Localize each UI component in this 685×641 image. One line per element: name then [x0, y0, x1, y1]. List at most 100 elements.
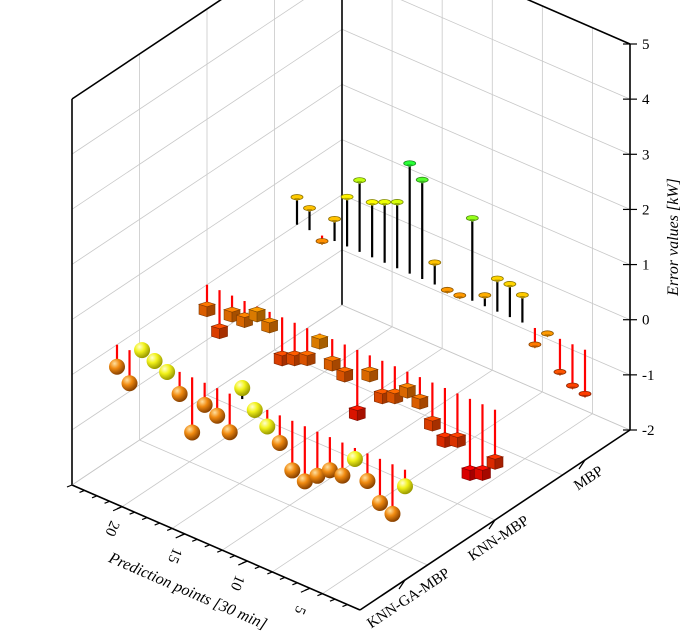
data-point-base: [494, 279, 501, 283]
z-tick-label: 5: [642, 37, 650, 53]
data-point: [171, 385, 188, 402]
data-point-base: [569, 386, 576, 390]
x-minor-tick: [242, 560, 248, 564]
x-axis-line: [71, 484, 361, 611]
data-point: [321, 462, 338, 479]
grid-line: [139, 439, 428, 566]
data-point-top: [310, 333, 329, 340]
x-minor-tick: [267, 571, 273, 575]
x-tick-label: 10: [227, 573, 248, 593]
data-point-base: [544, 334, 551, 338]
grid-line: [341, 84, 631, 210]
y-tick: [488, 519, 496, 530]
x-minor-tick: [91, 495, 98, 499]
z-tick-label: 0: [642, 313, 650, 329]
data-point-base: [344, 197, 351, 201]
data-point-top: [360, 366, 379, 373]
data-point: [196, 396, 213, 413]
y-category-label: MBP: [571, 463, 606, 494]
box-edge: [71, 304, 343, 486]
series-mbp: [290, 160, 592, 398]
data-point: [359, 472, 376, 489]
data-point-base: [331, 219, 338, 223]
data-point-base: [369, 203, 376, 207]
data-point-base: [381, 203, 388, 207]
data-point: [234, 380, 251, 397]
grid-line: [527, 0, 631, 45]
data-point-base: [506, 285, 513, 289]
data-point: [397, 478, 413, 495]
z-tick-label: 4: [642, 92, 650, 108]
x-minor-tick: [104, 500, 110, 504]
data-point-base: [531, 345, 538, 349]
data-point: [371, 494, 388, 511]
box-edge: [341, 304, 631, 431]
data-point: [134, 342, 151, 359]
x-minor-tick: [342, 604, 348, 608]
data-point-top: [260, 317, 279, 324]
data-point-base: [294, 198, 300, 202]
data-point: [109, 358, 125, 375]
x-minor-tick: [116, 506, 123, 510]
data-point-base: [406, 164, 413, 168]
axes-layer: [66, 0, 637, 611]
x-minor-tick: [217, 549, 223, 553]
data-point-base: [431, 263, 438, 267]
data-point-base: [469, 219, 476, 223]
data-point: [184, 424, 201, 441]
x-minor-tick: [79, 489, 85, 493]
data-point-base: [356, 181, 363, 185]
x-minor-tick: [141, 517, 148, 521]
series-knn-mbp: [197, 284, 505, 481]
marks-layer: [109, 160, 592, 522]
y-tick: [578, 459, 586, 470]
data-point-top: [298, 350, 317, 357]
x-minor-tick: [279, 576, 286, 580]
data-point-base: [419, 180, 426, 184]
data-point-top: [248, 306, 267, 313]
data-point-top: [448, 432, 467, 438]
data-point-base: [394, 203, 401, 207]
data-point-top: [197, 301, 217, 308]
x-minor-tick: [204, 544, 210, 548]
data-point: [146, 353, 163, 370]
z-tick-label: 2: [642, 202, 650, 218]
data-point-top: [410, 393, 429, 400]
data-point-base: [582, 394, 588, 398]
data-point-top: [398, 382, 417, 389]
x-minor-tick: [166, 527, 173, 532]
series-knn-ga-mbp: [109, 342, 413, 522]
grid-line: [341, 28, 631, 155]
grid-line: [400, 0, 631, 100]
z-axis-title: Error values [kW]: [665, 178, 682, 297]
data-point: [334, 467, 351, 484]
data-point-top: [323, 355, 342, 362]
x-minor-tick: [329, 598, 336, 602]
x-tick-label: 15: [164, 545, 185, 565]
data-point-top: [485, 454, 505, 460]
z-tick-label: 1: [642, 258, 650, 274]
x-minor-tick: [154, 522, 160, 526]
data-point-base: [456, 296, 463, 300]
y-category-label: KNN-MBP: [466, 513, 532, 565]
data-point: [296, 473, 313, 490]
x-minor-tick: [292, 582, 298, 586]
data-point-base: [444, 290, 451, 294]
grid-layer: [71, 0, 631, 595]
z-tick-label: -1: [642, 368, 655, 384]
x-minor-tick: [304, 587, 311, 591]
z-tick-label: -2: [642, 423, 655, 439]
grid-line: [341, 249, 631, 376]
x-minor-tick: [191, 538, 198, 542]
x-tick-label: 5: [291, 603, 309, 616]
data-point: [271, 434, 288, 451]
data-point-top: [210, 323, 229, 330]
grid-line: [274, 349, 563, 476]
grid-line: [341, 139, 631, 265]
data-point-top: [335, 366, 354, 373]
data-point: [246, 402, 263, 419]
grid-line: [341, 194, 631, 321]
data-point-top: [223, 306, 242, 313]
data-point-top: [423, 415, 442, 422]
